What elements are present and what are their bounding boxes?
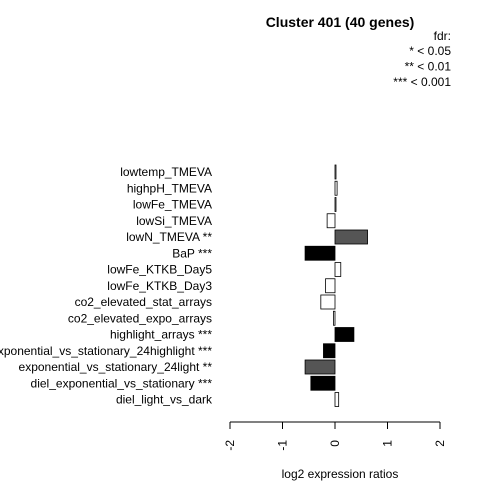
category-label: highlight_arrays *** — [110, 328, 212, 342]
bar — [334, 392, 340, 407]
legend: fdr:* < 0.05 ** < 0.01*** < 0.001 — [393, 29, 451, 89]
bar — [325, 278, 336, 294]
x-axis: -2 -1 0 1 2 — [223, 421, 447, 451]
bar — [326, 213, 336, 229]
category-label: lowN_TMEVA ** — [126, 230, 212, 244]
x-tick-label: -2 — [223, 440, 237, 451]
category-label: highpH_TMEVA — [127, 181, 212, 195]
bar — [304, 245, 336, 261]
legend-entry: * < 0.05 — [409, 44, 451, 58]
category-label: diel_exponential_vs_stationary *** — [31, 376, 213, 390]
x-axis-label: log2 expression ratios — [282, 467, 399, 481]
category-label: lowFe_KTKB_Day5 — [107, 263, 212, 277]
bar — [310, 375, 336, 391]
x-tick-label: 1 — [381, 440, 395, 447]
bar — [334, 327, 355, 342]
chart-title: Cluster 401 (40 genes) — [266, 14, 415, 30]
legend-entry: ** < 0.01 — [405, 60, 452, 74]
category-label: co2_elevated_stat_arrays — [75, 295, 212, 309]
legend-title: fdr: — [434, 29, 451, 43]
category-label: exponential_vs_stationary_24light ** — [19, 360, 213, 374]
bar — [304, 359, 336, 375]
x-tick-label: 2 — [433, 440, 447, 447]
category-label: lowSi_TMEVA — [136, 214, 212, 228]
category-label: lowFe_KTKB_Day3 — [107, 279, 212, 293]
bar — [334, 197, 337, 212]
category-label: BaP *** — [172, 246, 212, 260]
category-label: co2_elevated_expo_arrays — [68, 311, 212, 325]
bar — [334, 229, 368, 245]
category-labels: lowtemp_TMEVA highpH_TMEVA lowFe_TMEVA lowS… — [0, 165, 213, 407]
category-label: lowtemp_TMEVA — [120, 165, 212, 179]
x-tick-label: 0 — [328, 440, 342, 447]
bar — [334, 262, 342, 277]
bar — [334, 180, 338, 196]
bar — [334, 164, 337, 180]
legend-entry: *** < 0.001 — [393, 75, 451, 89]
category-label: exponential_vs_stationary_24highlight **… — [0, 344, 212, 358]
bar — [333, 310, 336, 326]
bar — [320, 294, 336, 310]
category-label: lowFe_TMEVA — [133, 198, 212, 212]
bars — [304, 164, 368, 407]
x-tick-label: -1 — [276, 440, 290, 451]
bar — [323, 343, 336, 359]
category-label: diel_light_vs_dark — [116, 393, 213, 407]
